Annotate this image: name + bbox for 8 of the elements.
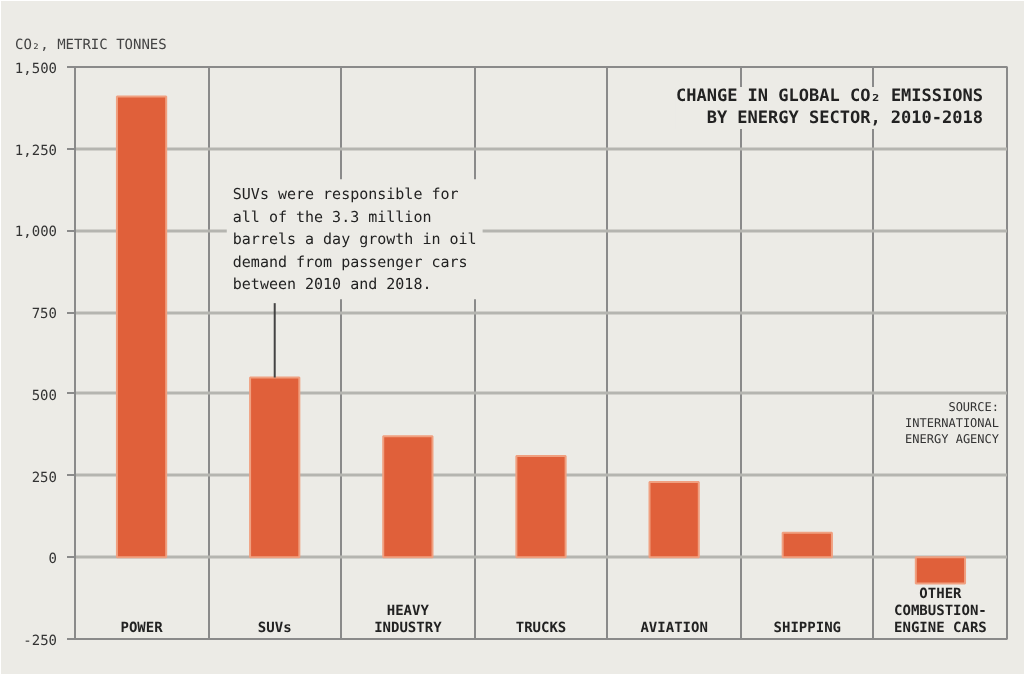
text: CHANGE IN GLOBAL CO₂ EMISSIONS BY ENERGY SECTOR, 2010-2018 — [675, 87, 984, 129]
bar — [115, 95, 168, 559]
bar — [914, 556, 967, 585]
bar — [781, 531, 833, 559]
bar — [648, 481, 700, 559]
bar — [382, 435, 434, 559]
bar — [249, 376, 301, 559]
bar — [515, 454, 567, 559]
